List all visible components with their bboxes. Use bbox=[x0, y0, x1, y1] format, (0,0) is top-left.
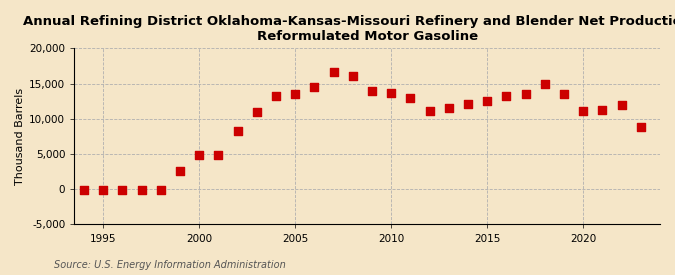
Point bbox=[616, 103, 627, 108]
Point bbox=[367, 89, 377, 94]
Point bbox=[424, 109, 435, 113]
Point bbox=[213, 153, 223, 157]
Point bbox=[98, 188, 109, 192]
Point bbox=[175, 169, 186, 173]
Point bbox=[232, 129, 243, 134]
Title: Annual Refining District Oklahoma-Kansas-Missouri Refinery and Blender Net Produ: Annual Refining District Oklahoma-Kansas… bbox=[23, 15, 675, 43]
Point bbox=[117, 188, 128, 192]
Point bbox=[290, 92, 300, 96]
Text: Source: U.S. Energy Information Administration: Source: U.S. Energy Information Administ… bbox=[54, 260, 286, 270]
Point bbox=[482, 99, 493, 103]
Point bbox=[155, 188, 166, 192]
Point bbox=[309, 85, 320, 89]
Point bbox=[386, 91, 397, 96]
Point bbox=[597, 108, 608, 112]
Y-axis label: Thousand Barrels: Thousand Barrels bbox=[15, 88, 25, 185]
Point bbox=[271, 93, 281, 98]
Point bbox=[348, 74, 358, 78]
Point bbox=[59, 188, 70, 193]
Point bbox=[635, 125, 646, 130]
Point bbox=[539, 81, 550, 86]
Point bbox=[578, 109, 589, 113]
Point bbox=[559, 92, 570, 96]
Point bbox=[501, 93, 512, 98]
Point bbox=[405, 95, 416, 100]
Point bbox=[328, 69, 339, 74]
Point bbox=[136, 188, 147, 192]
Point bbox=[194, 153, 205, 157]
Point bbox=[251, 109, 262, 114]
Point bbox=[520, 92, 531, 96]
Point bbox=[443, 105, 454, 110]
Point bbox=[78, 188, 89, 192]
Point bbox=[462, 102, 473, 106]
